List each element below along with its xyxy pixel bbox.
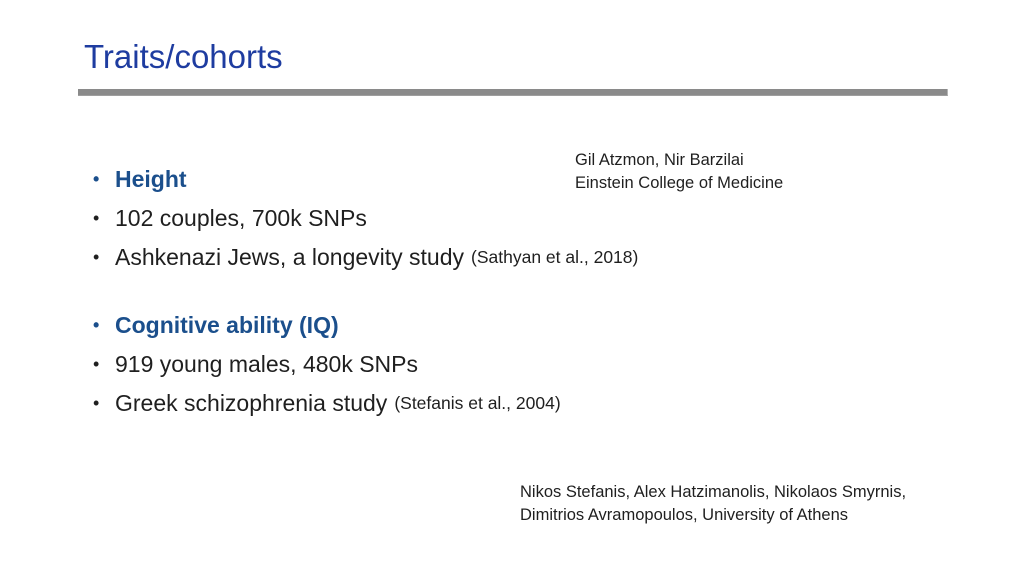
section-heading-cognitive-ability: • Cognitive ability (IQ) (93, 306, 693, 345)
slide-title: Traits/cohorts (84, 38, 283, 75)
section-heading-height: • Height (93, 160, 693, 199)
bullet-icon: • (93, 247, 100, 267)
credits-einstein: Gil Atzmon, Nir Barzilai Einstein Colleg… (575, 149, 783, 195)
bullet-icon: • (93, 315, 100, 335)
credits-line: Gil Atzmon, Nir Barzilai (575, 151, 744, 169)
bullet-item-text: 919 young males, 480k SNPs (115, 351, 419, 377)
bullet-item-citation: (Stefanis et al., 2004) (394, 393, 561, 413)
bullet-item: • Ashkenazi Jews, a longevity study (Sat… (93, 238, 693, 277)
bullet-item-text: 102 couples, 700k SNPs (115, 205, 367, 231)
bullet-icon: • (93, 393, 100, 413)
bullet-icon: • (93, 169, 100, 189)
credits-line: Nikos Stefanis, Alex Hatzimanolis, Nikol… (520, 483, 907, 501)
bullet-icon: • (93, 354, 100, 374)
bullet-item: • Greek schizophrenia study (Stefanis et… (93, 384, 693, 423)
bullet-item-citation: (Sathyan et al., 2018) (471, 247, 639, 267)
bullet-item: • 102 couples, 700k SNPs (93, 199, 693, 238)
title-divider-rule (78, 89, 948, 96)
credits-line: Einstein College of Medicine (575, 174, 784, 192)
section-spacer (93, 277, 693, 306)
bullet-icon: • (93, 208, 100, 228)
credits-athens: Nikos Stefanis, Alex Hatzimanolis, Nikol… (520, 481, 906, 527)
bullet-list: • Height • 102 couples, 700k SNPs • Ashk… (93, 160, 693, 423)
section-heading-label: Height (115, 166, 187, 192)
bullet-item: • 919 young males, 480k SNPs (93, 345, 693, 384)
credits-line: Dimitrios Avramopoulos, University of At… (520, 506, 848, 524)
section-heading-label: Cognitive ability (IQ) (115, 312, 339, 338)
bullet-item-text: Ashkenazi Jews, a longevity study (115, 244, 465, 270)
bullet-item-text: Greek schizophrenia study (115, 390, 388, 416)
